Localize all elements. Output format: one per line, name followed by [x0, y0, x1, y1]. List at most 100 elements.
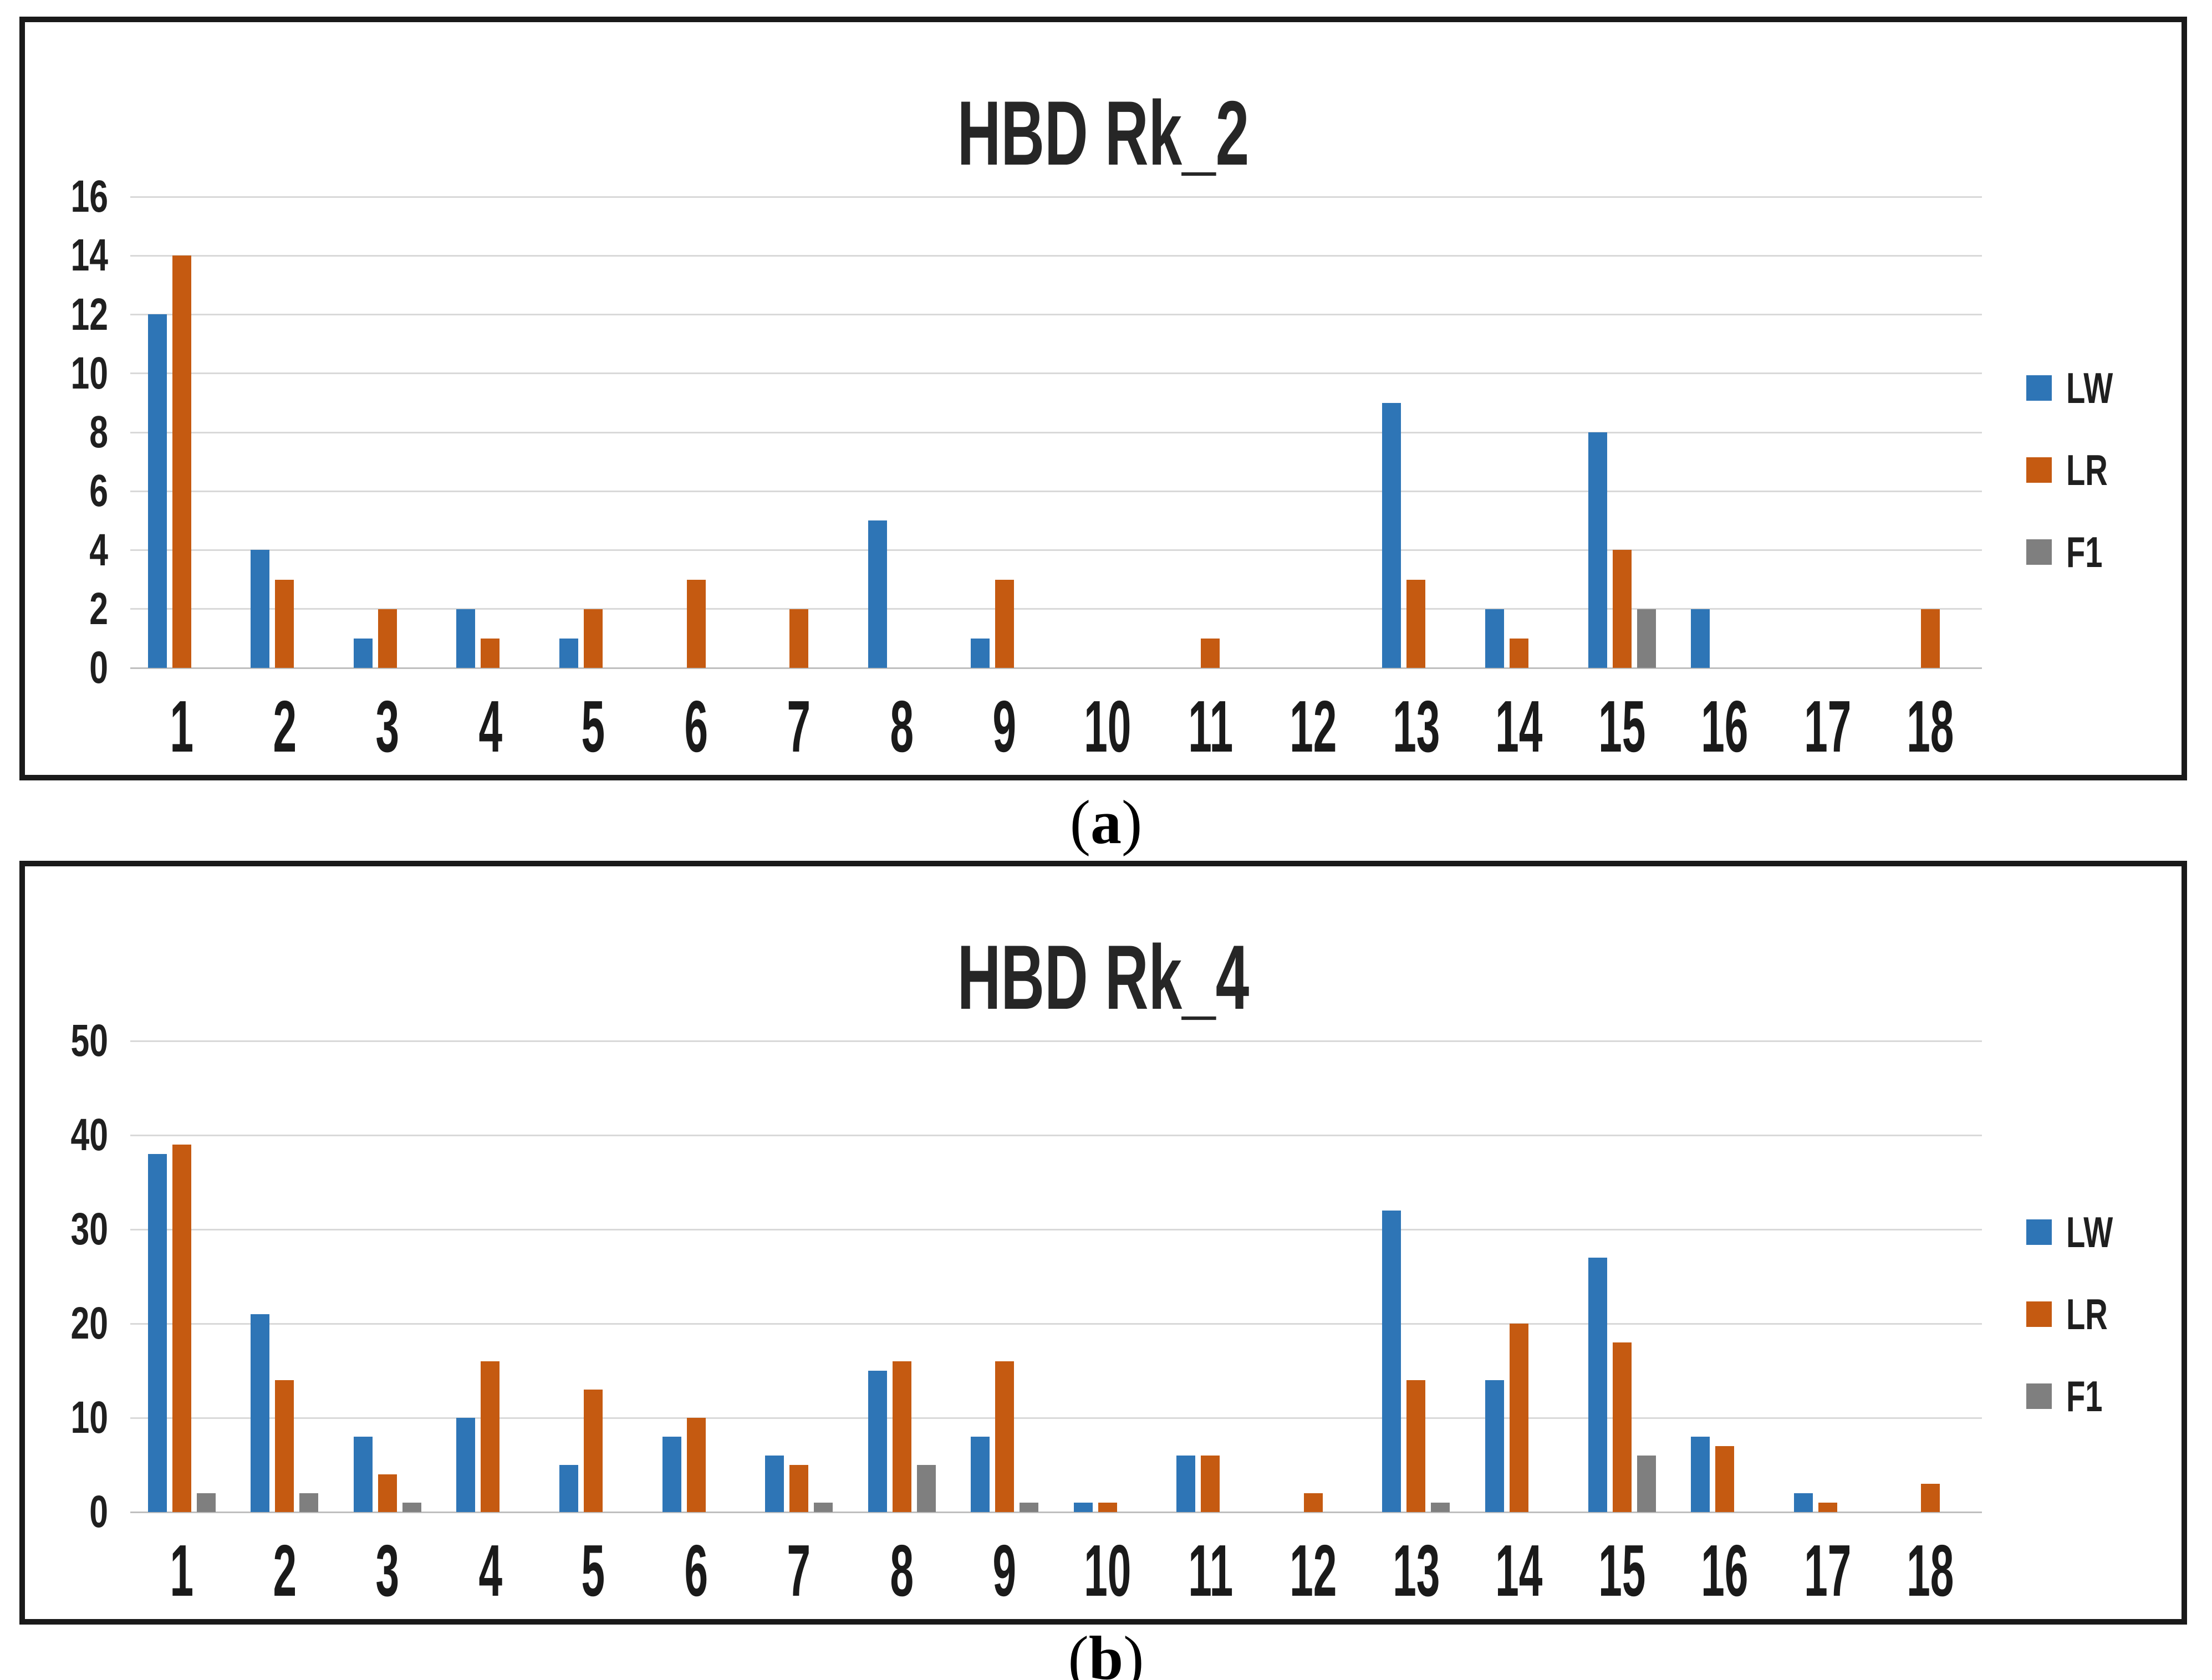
- caption-a-open-paren: (: [1069, 788, 1090, 857]
- bar-b-lr-15: [1612, 1342, 1632, 1512]
- bar-b-lw-9: [971, 1437, 990, 1512]
- x-category-label-a-16: 16: [1701, 686, 1749, 767]
- bar-b-lr-17: [1818, 1503, 1837, 1512]
- bar-b-f1-7: [814, 1503, 833, 1512]
- bar-b-lr-10: [1098, 1503, 1117, 1512]
- x-category-label-a-18: 18: [1907, 686, 1954, 767]
- gridline-a-8: [130, 431, 1982, 433]
- x-category-label-b-8: 8: [890, 1530, 914, 1611]
- gridline-a-10: [130, 372, 1982, 375]
- bar-b-f1-15: [1637, 1456, 1656, 1512]
- bar-group-b-14: [1467, 1041, 1571, 1512]
- bar-group-a-14: [1467, 197, 1571, 668]
- chart-b-title: HBD Rk_4: [957, 926, 1250, 1028]
- bar-b-lw-11: [1176, 1456, 1196, 1512]
- bar-a-lr-4: [481, 639, 500, 668]
- bar-a-lw-8: [868, 520, 887, 668]
- x-category-label-b-1: 1: [170, 1530, 194, 1611]
- legend-label-lw: LW: [2066, 1208, 2113, 1257]
- bar-b-lr-1: [172, 1145, 191, 1512]
- bar-b-lw-10: [1073, 1503, 1093, 1512]
- y-axis-tick-label-b-50: 50: [70, 1015, 108, 1066]
- y-axis-tick-label-a-6: 6: [89, 466, 108, 517]
- panel-caption-b: (b): [0, 1627, 2212, 1680]
- x-category-label-b-6: 6: [684, 1530, 708, 1611]
- x-category-label-a-15: 15: [1598, 686, 1646, 767]
- bar-group-a-7: [747, 197, 850, 668]
- x-category-label-a-17: 17: [1804, 686, 1852, 767]
- y-axis-tick-label-a-10: 10: [70, 348, 108, 399]
- bar-b-lw-14: [1485, 1380, 1504, 1512]
- gridline-b-0: [130, 1511, 1982, 1513]
- bar-a-lr-1: [172, 256, 191, 668]
- bar-b-lw-4: [456, 1418, 476, 1512]
- gridline-a-14: [130, 254, 1982, 257]
- bar-a-lw-13: [1382, 403, 1401, 668]
- bar-b-f1-9: [1020, 1503, 1039, 1512]
- x-category-label-a-1: 1: [170, 686, 194, 767]
- x-category-label-a-3: 3: [375, 686, 400, 767]
- bar-group-b-10: [1056, 1041, 1159, 1512]
- bar-b-lw-2: [251, 1314, 270, 1512]
- x-category-label-a-12: 12: [1290, 686, 1337, 767]
- legend-item-b-f1: F1: [2026, 1371, 2117, 1422]
- legend-swatch-lw-icon: [2026, 375, 2052, 401]
- x-category-label-a-13: 13: [1392, 686, 1440, 767]
- bar-a-lr-2: [275, 580, 294, 668]
- y-axis-tick-label-b-20: 20: [70, 1298, 108, 1349]
- caption-a-close-paren: ): [1122, 788, 1143, 857]
- gridline-a-0: [130, 667, 1982, 669]
- y-axis-tick-label-b-0: 0: [89, 1487, 108, 1537]
- bar-group-a-10: [1056, 197, 1159, 668]
- bar-a-lw-3: [353, 639, 373, 668]
- bar-b-f1-2: [299, 1493, 319, 1512]
- bar-a-lw-14: [1485, 609, 1504, 668]
- bar-b-lw-1: [147, 1154, 167, 1512]
- bar-a-lr-7: [789, 609, 809, 668]
- bar-group-b-17: [1776, 1041, 1879, 1512]
- caption-a-letter: a: [1090, 788, 1122, 857]
- bar-b-f1-13: [1431, 1503, 1450, 1512]
- x-category-label-a-2: 2: [273, 686, 297, 767]
- bar-group-b-4: [439, 1041, 542, 1512]
- bar-a-lw-4: [456, 609, 476, 668]
- x-category-label-a-11: 11: [1187, 686, 1233, 767]
- bar-b-f1-3: [402, 1503, 421, 1512]
- legend-swatch-f1-icon: [2026, 539, 2052, 565]
- bar-group-a-8: [850, 197, 954, 668]
- legend-label-f1: F1: [2066, 528, 2103, 576]
- gridline-b-30: [130, 1228, 1982, 1230]
- bar-b-lw-7: [765, 1456, 784, 1512]
- bar-a-lw-1: [147, 314, 167, 668]
- chart-a-title: HBD Rk_2: [957, 82, 1250, 184]
- x-category-label-b-18: 18: [1907, 1530, 1954, 1611]
- bar-a-lr-6: [686, 580, 706, 668]
- bar-b-lw-3: [353, 1437, 373, 1512]
- bar-a-lr-5: [583, 609, 603, 668]
- bar-group-a-15: [1571, 197, 1674, 668]
- bar-b-f1-1: [196, 1493, 216, 1512]
- x-category-label-b-9: 9: [992, 1530, 1017, 1611]
- legend-swatch-lr-icon: [2026, 1301, 2052, 1327]
- gridline-a-12: [130, 314, 1982, 315]
- bar-b-lr-14: [1509, 1324, 1528, 1512]
- bar-a-lr-9: [995, 580, 1015, 668]
- bar-group-b-15: [1571, 1041, 1674, 1512]
- y-axis-tick-label-a-12: 12: [70, 289, 108, 340]
- bar-b-lw-16: [1691, 1437, 1710, 1512]
- x-category-label-b-3: 3: [375, 1530, 400, 1611]
- x-category-label-a-10: 10: [1084, 686, 1132, 767]
- gridline-b-50: [130, 1040, 1982, 1042]
- bar-group-a-16: [1673, 197, 1776, 668]
- bar-group-a-13: [1365, 197, 1468, 668]
- x-category-label-b-15: 15: [1598, 1530, 1646, 1611]
- bar-group-b-6: [645, 1041, 748, 1512]
- bar-a-lr-11: [1201, 639, 1220, 668]
- y-axis-tick-label-a-0: 0: [89, 642, 108, 693]
- bar-b-lr-13: [1406, 1380, 1426, 1512]
- chart-a-plot-area: 0 2 4 6 8 10 12 14 16 1 2 3 4 5 6 7 8 9 10 11 12 13 14 15 16 17 18…: [25, 22, 2182, 775]
- x-category-label-b-16: 16: [1701, 1530, 1749, 1611]
- bar-b-lr-2: [275, 1380, 294, 1512]
- bar-a-lw-9: [971, 639, 990, 668]
- legend-item-b-lr: LR: [2026, 1289, 2124, 1340]
